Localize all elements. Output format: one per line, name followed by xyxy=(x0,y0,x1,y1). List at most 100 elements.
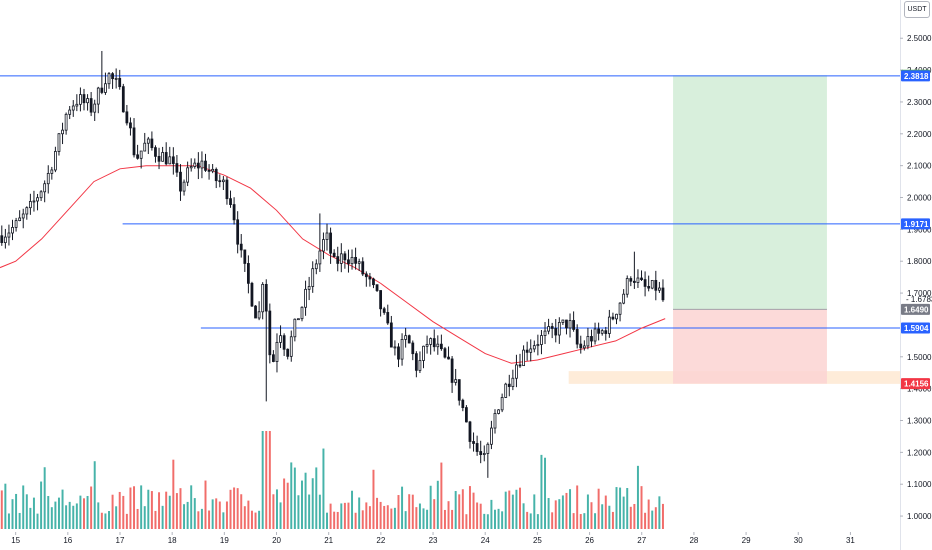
candle-body xyxy=(572,320,576,330)
candle-body xyxy=(447,356,450,360)
volume-bar xyxy=(347,502,350,529)
candle-body xyxy=(607,316,611,334)
candle-body xyxy=(214,168,218,182)
candle-body xyxy=(450,358,454,383)
candle-body xyxy=(400,338,404,360)
volume-bar xyxy=(561,495,564,529)
volume-bar xyxy=(236,488,239,529)
candle-body xyxy=(239,243,243,251)
volume-bar xyxy=(351,490,354,529)
volume-bar xyxy=(258,510,261,529)
y-tick-label: 1.9000 xyxy=(907,225,932,234)
volume-bar xyxy=(183,504,186,529)
candle-body xyxy=(507,383,511,387)
volume-bar xyxy=(654,507,657,529)
candle-body xyxy=(343,253,347,261)
volume-bar xyxy=(408,494,411,529)
volume-bar xyxy=(193,498,196,529)
y-tick-label: 1.5000 xyxy=(907,353,932,362)
candle-body xyxy=(332,252,336,258)
candle-body xyxy=(43,183,47,193)
currency-badge[interactable]: USDT xyxy=(904,1,930,18)
candle-body xyxy=(261,283,265,313)
zones-layer xyxy=(568,75,900,384)
candle-body xyxy=(297,318,300,321)
candle-body xyxy=(132,127,136,156)
volume-bar xyxy=(329,503,332,529)
volume-bar xyxy=(629,506,632,529)
volume-bar xyxy=(279,502,282,529)
candle-body xyxy=(107,73,111,85)
candle-body xyxy=(143,142,147,152)
candle-body xyxy=(150,138,154,149)
price-axis[interactable]: 2.50002.40002.30002.20002.10002.00001.90… xyxy=(900,0,932,550)
volume-bar xyxy=(233,487,236,529)
candle-body xyxy=(414,353,418,371)
candle-body xyxy=(64,113,68,131)
volume-bar xyxy=(611,511,614,529)
volume-bar xyxy=(383,505,386,529)
candle-body xyxy=(300,306,304,320)
candles-layer xyxy=(0,50,665,478)
volume-bar xyxy=(100,512,103,529)
candle-body xyxy=(211,168,215,172)
candle-body xyxy=(629,278,633,282)
volume-bar xyxy=(158,492,161,529)
candle-body xyxy=(118,77,122,88)
volume-bar xyxy=(186,501,189,529)
candle-body xyxy=(654,279,658,291)
candle-body xyxy=(468,421,472,442)
volume-bar xyxy=(443,509,446,529)
x-tick-label: 22 xyxy=(376,536,385,545)
volume-bar xyxy=(133,486,136,529)
volume-bar xyxy=(497,508,500,529)
volume-bar xyxy=(108,511,110,529)
volume-bar xyxy=(322,448,325,529)
candle-body xyxy=(336,256,340,264)
candle-body xyxy=(475,443,479,452)
candle-body xyxy=(511,377,515,387)
volume-bar xyxy=(358,497,361,529)
candle-body xyxy=(575,329,579,345)
candle-body xyxy=(568,320,572,329)
candle-body xyxy=(36,197,39,202)
volume-layer xyxy=(0,431,664,529)
volume-bar xyxy=(4,483,7,529)
time-axis[interactable]: 15 16 17 18 19 20 21 22 23 24 25 26 27 28 29 30 31 xyxy=(11,532,855,545)
volume-bar xyxy=(622,496,625,529)
candle-body xyxy=(354,256,357,264)
volume-bar xyxy=(150,491,153,529)
volume-bar xyxy=(22,485,25,529)
volume-bar xyxy=(161,505,164,529)
candle-body xyxy=(193,162,197,167)
candle-body xyxy=(361,261,365,275)
candle-body xyxy=(486,443,490,454)
candle-body xyxy=(279,335,282,343)
volume-bar xyxy=(32,497,35,529)
candle-body xyxy=(493,413,497,429)
horizontal-lines-layer[interactable] xyxy=(0,75,900,329)
volume-bar xyxy=(615,487,618,529)
volume-bar xyxy=(93,461,96,529)
candle-body xyxy=(515,364,518,379)
volume-bar xyxy=(640,486,643,529)
candle-body xyxy=(593,328,597,342)
volume-bar xyxy=(511,494,514,529)
y-tick-label: 2.5000 xyxy=(907,34,932,43)
candle-body xyxy=(282,335,286,350)
y-tick-label: 1.7000 xyxy=(907,289,932,298)
candle-body xyxy=(404,335,408,340)
volume-bar xyxy=(143,506,146,529)
candle-body xyxy=(443,348,447,358)
volume-bar xyxy=(483,513,486,529)
x-tick-label: 26 xyxy=(585,536,594,545)
candle-body xyxy=(39,191,43,199)
candle-body xyxy=(418,360,422,371)
candle-body xyxy=(368,276,372,280)
candle-body xyxy=(304,288,307,308)
candle-body xyxy=(422,345,425,361)
volume-bar xyxy=(454,491,457,529)
y-tick-label: 1.8000 xyxy=(907,257,932,266)
